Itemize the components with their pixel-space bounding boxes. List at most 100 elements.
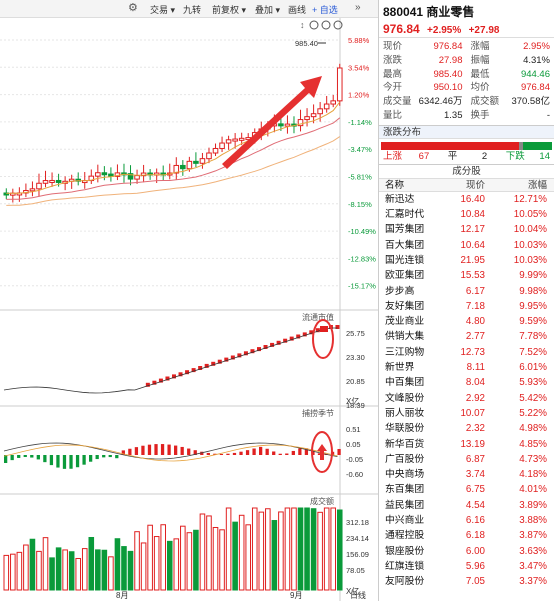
component-row[interactable]: 中央商场 3.74 4.18% xyxy=(379,467,554,482)
quote-value: 1.35 xyxy=(444,109,463,121)
volume-bar xyxy=(121,546,127,591)
flow-marker xyxy=(257,347,261,352)
volume-bar xyxy=(127,550,134,591)
component-row[interactable]: 银座股份 6.00 3.63% xyxy=(379,544,554,559)
component-name: 新世界 xyxy=(385,362,415,374)
macd-bar xyxy=(30,455,34,458)
current-price: 976.84 xyxy=(383,22,420,36)
component-row[interactable]: 广百股份 6.87 4.73% xyxy=(379,452,554,467)
up-label: 上涨 xyxy=(383,150,403,162)
candle-body xyxy=(193,160,199,164)
volume-bar xyxy=(62,549,68,591)
component-row[interactable]: 中百集团 8.04 5.93% xyxy=(379,375,554,390)
macd-bar xyxy=(180,446,184,455)
candle-body xyxy=(36,182,42,190)
draw-line-button[interactable]: 画线 xyxy=(288,5,307,15)
components-title[interactable]: 成分股 xyxy=(379,163,554,178)
component-row[interactable]: 国光连锁 21.95 10.03% xyxy=(379,253,554,268)
component-row[interactable]: 供销大集 2.77 7.78% xyxy=(379,329,554,344)
adjust-menu[interactable]: 前复权 ▾ xyxy=(212,5,247,15)
quote-label: 涨幅 xyxy=(470,41,490,52)
component-row[interactable]: 友好集团 7.18 9.95% xyxy=(379,299,554,314)
quote-row: 量比 1.35 换手 - xyxy=(383,109,550,123)
component-row[interactable]: 中兴商业 6.16 3.88% xyxy=(379,513,554,528)
volume-bar xyxy=(330,507,336,591)
volume-bar xyxy=(297,507,304,591)
flow-marker xyxy=(185,370,190,375)
candle-body xyxy=(173,164,180,174)
volume-bar xyxy=(265,508,271,591)
price-axis-label: 1.20% xyxy=(348,91,370,100)
component-row[interactable]: 茂业商业 4.80 9.59% xyxy=(379,314,554,329)
macd-line xyxy=(3,442,338,460)
component-name: 步步高 xyxy=(385,285,415,297)
quote-table: 现价 976.84 涨幅 2.95% 涨跌 27.98 振幅 4.31% 最高 985.40 最低 9… xyxy=(379,38,554,125)
month-label: 8月 xyxy=(116,591,128,600)
expand-icon[interactable]: » xyxy=(355,2,361,13)
header-pct[interactable]: 涨幅 xyxy=(527,179,547,191)
component-price: 6.17 xyxy=(465,285,485,297)
component-row[interactable]: 丽人丽妆 10.07 5.22% xyxy=(379,406,554,421)
macd-axis-label: -0.05 xyxy=(346,455,363,464)
component-price: 8.11 xyxy=(466,362,485,374)
component-row[interactable]: 百大集团 10.64 10.03% xyxy=(379,238,554,253)
up-count: 67 xyxy=(418,150,430,162)
component-row[interactable]: 步步高 6.17 9.98% xyxy=(379,284,554,299)
component-row[interactable]: 国芳集团 12.17 10.04% xyxy=(379,222,554,237)
add-watchlist-button[interactable]: + 自选 xyxy=(312,5,338,15)
macd-bar xyxy=(174,445,178,455)
candle-body xyxy=(212,147,219,154)
component-name: 三江购物 xyxy=(385,346,425,358)
component-row[interactable]: 通程控股 6.18 3.87% xyxy=(379,528,554,543)
component-pct: 9.59% xyxy=(519,316,547,328)
component-row[interactable]: 汇嘉时代 10.84 10.05% xyxy=(379,207,554,222)
flow-marker xyxy=(217,359,222,364)
component-row[interactable]: 华联股份 2.32 4.98% xyxy=(379,421,554,436)
component-name: 华联股份 xyxy=(385,423,425,435)
header-price[interactable]: 现价 xyxy=(465,179,485,191)
macd-bar xyxy=(200,451,204,455)
ma10-line xyxy=(6,117,341,200)
component-row[interactable]: 友阿股份 7.05 3.37% xyxy=(379,574,554,589)
component-row[interactable]: 三江购物 12.73 7.52% xyxy=(379,345,554,360)
component-row[interactable]: 新世界 8.11 6.01% xyxy=(379,360,554,375)
gear-icon[interactable]: ⚙ xyxy=(128,2,138,14)
candle-body xyxy=(284,123,291,127)
component-row[interactable]: 益民集团 4.54 3.89% xyxy=(379,498,554,513)
flow-axis-label: 25.75 xyxy=(346,329,365,338)
quote-row: 最高 985.40 最低 944.46 xyxy=(383,68,550,82)
component-row[interactable]: 新迅达 16.40 12.71% xyxy=(379,192,554,207)
component-row[interactable]: 新华百货 13.19 4.85% xyxy=(379,437,554,452)
component-name: 中央商场 xyxy=(385,469,425,481)
candle-body xyxy=(49,179,55,183)
component-name: 广百股份 xyxy=(385,453,425,465)
header-name[interactable]: 名称 xyxy=(385,179,405,191)
component-price: 21.95 xyxy=(460,254,485,266)
component-name: 文峰股份 xyxy=(385,392,425,404)
nine-turn-button[interactable]: 九转 xyxy=(183,5,202,15)
price-axis-label: -12.83% xyxy=(348,254,376,263)
component-price: 2.92 xyxy=(465,392,485,404)
component-price: 2.32 xyxy=(465,423,485,435)
component-row[interactable]: 文峰股份 2.92 5.42% xyxy=(379,391,554,406)
volume-bar xyxy=(23,544,29,591)
volume-bar xyxy=(114,538,121,591)
macd-bar xyxy=(317,453,322,455)
macd-bar xyxy=(43,455,47,463)
candle-body xyxy=(206,152,212,160)
flat-label: 平 xyxy=(447,150,458,162)
macd-bar xyxy=(75,455,80,468)
kline-chart[interactable]: 5.88% 3.54% 1.20% -1.14% -3.47% -5.81% -8.15% -… xyxy=(0,18,378,601)
macd-bar xyxy=(102,455,106,458)
overlay-menu[interactable]: 叠加 ▾ xyxy=(255,5,281,15)
candle-body xyxy=(232,138,238,142)
component-row[interactable]: 东百集团 6.75 4.01% xyxy=(379,482,554,497)
component-row[interactable]: 红旗连锁 5.96 3.47% xyxy=(379,559,554,574)
distribution-title[interactable]: 涨跌分布 xyxy=(379,124,554,139)
flow-marker xyxy=(204,363,209,368)
trade-menu[interactable]: 交易 ▾ xyxy=(150,5,176,15)
component-row[interactable]: 欧亚集团 15.53 9.99% xyxy=(379,268,554,283)
component-pct: 9.99% xyxy=(519,270,547,282)
volume-bar xyxy=(291,507,297,591)
flow-marker xyxy=(270,342,275,347)
